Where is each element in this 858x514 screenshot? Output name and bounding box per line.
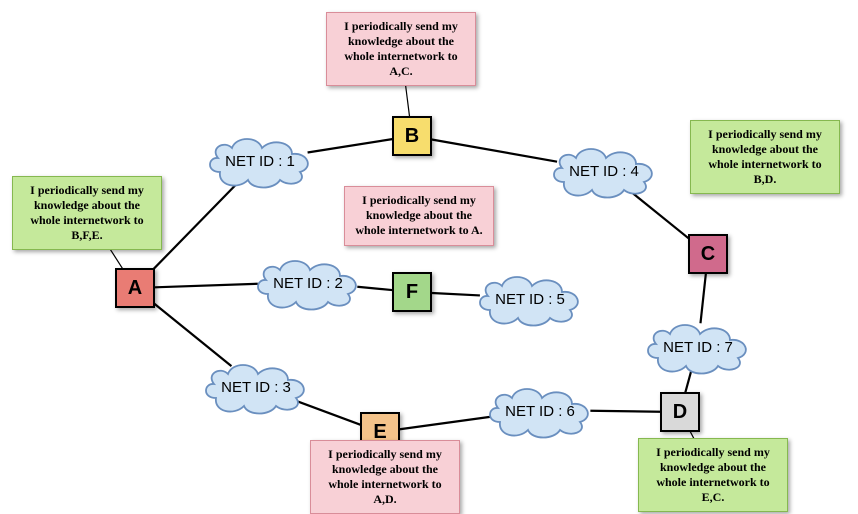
- cloud-net-5: NET ID : 5: [470, 268, 590, 328]
- router-node-c: C: [688, 234, 728, 274]
- router-node-f: F: [392, 272, 432, 312]
- cloud-net-5-label: NET ID : 5: [470, 291, 590, 308]
- cloud-net-3: NET ID : 3: [196, 356, 316, 416]
- cloud-net-4: NET ID : 4: [544, 140, 664, 200]
- cloud-net-6: NET ID : 6: [480, 380, 600, 440]
- router-node-a: A: [115, 268, 155, 308]
- cloud-net-4-label: NET ID : 4: [544, 163, 664, 180]
- cloud-net-2-label: NET ID : 2: [248, 275, 368, 292]
- cloud-net-1-label: NET ID : 1: [200, 153, 320, 170]
- router-node-d: D: [660, 392, 700, 432]
- note-b: I periodically send my knowledge about t…: [326, 12, 476, 86]
- cloud-net-1: NET ID : 1: [200, 130, 320, 190]
- note-a: I periodically send my knowledge about t…: [12, 176, 162, 250]
- router-node-b: B: [392, 116, 432, 156]
- cloud-net-3-label: NET ID : 3: [196, 379, 316, 396]
- note-c: I periodically send my knowledge about t…: [690, 120, 840, 194]
- cloud-net-7-label: NET ID : 7: [638, 339, 758, 356]
- note-f: I periodically send my knowledge about t…: [344, 186, 494, 246]
- note-e: I periodically send my knowledge about t…: [310, 440, 460, 514]
- note-d: I periodically send my knowledge about t…: [638, 438, 788, 512]
- cloud-net-7: NET ID : 7: [638, 316, 758, 376]
- cloud-net-6-label: NET ID : 6: [480, 403, 600, 420]
- cloud-net-2: NET ID : 2: [248, 252, 368, 312]
